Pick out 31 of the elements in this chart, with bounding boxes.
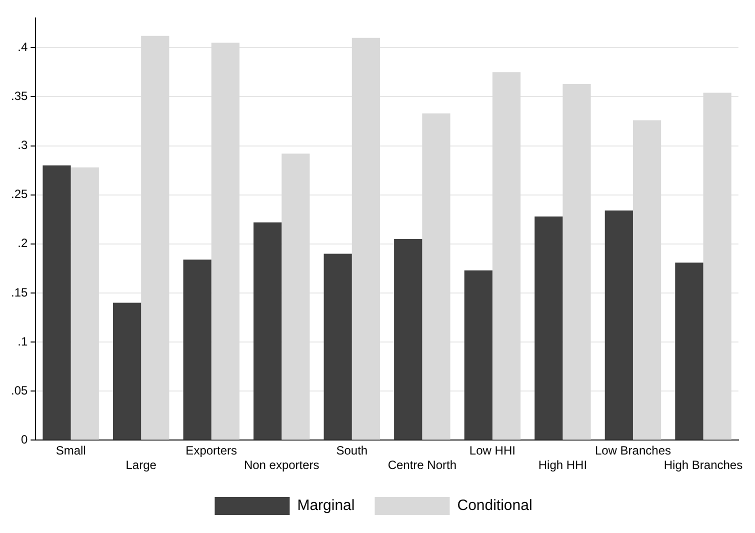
x-tick-label: South <box>336 444 368 458</box>
x-tick-label: High HHI <box>538 458 588 472</box>
x-tick-label: Non exporters <box>244 458 320 472</box>
legend-label: Marginal <box>297 497 355 514</box>
x-tick-label: Low HHI <box>469 444 516 458</box>
x-tick-label: High Branches <box>664 458 743 472</box>
bar <box>464 270 492 440</box>
legend-label: Conditional <box>457 497 532 514</box>
bar <box>604 210 633 440</box>
y-tick-label: .3 <box>18 138 28 152</box>
x-tick-label: Large <box>126 458 157 472</box>
y-tick-label: 0 <box>20 432 28 447</box>
x-tick-label: Exporters <box>186 444 238 458</box>
bar <box>183 260 212 440</box>
bar <box>254 222 282 440</box>
y-tick-label: .2 <box>18 236 28 250</box>
y-tick-label: .25 <box>10 187 28 202</box>
y-tick-label: .35 <box>10 89 28 104</box>
y-tick-label: .4 <box>18 40 28 54</box>
bar <box>42 165 71 440</box>
x-tick-label: Low Branches <box>594 444 671 458</box>
x-tick-label: Centre North <box>388 458 457 472</box>
y-tick-label: .15 <box>10 285 28 300</box>
bar <box>394 239 422 440</box>
y-tick-label: .05 <box>10 383 28 398</box>
bar <box>324 254 352 440</box>
y-tick-label: .1 <box>18 334 28 348</box>
x-tick-label: Small <box>56 444 86 458</box>
bar <box>675 262 704 440</box>
bar <box>112 302 142 440</box>
bar <box>534 216 563 440</box>
